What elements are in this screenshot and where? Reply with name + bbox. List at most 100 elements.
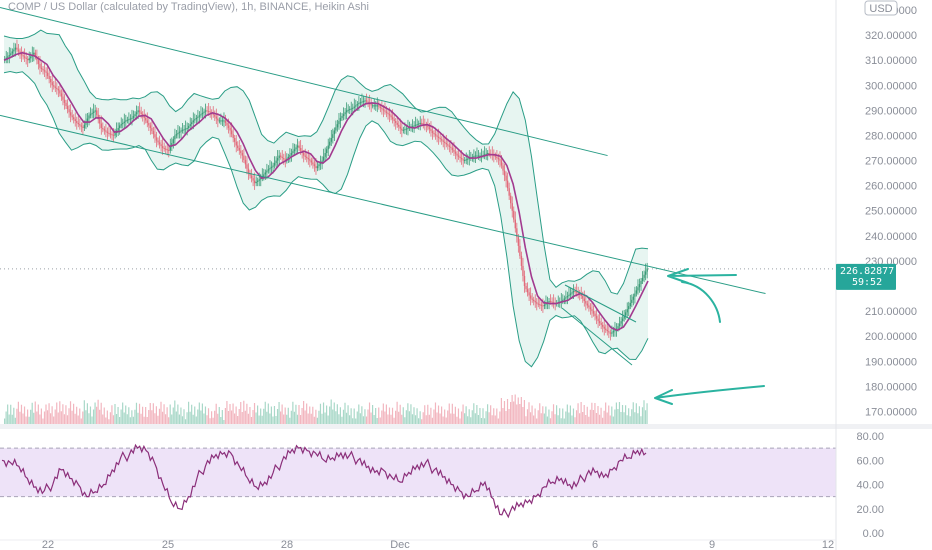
candle-body [223,120,225,122]
volume-bar [626,415,628,424]
volume-bar [59,401,61,424]
candle-body [280,155,282,157]
candle-body [203,111,205,113]
candle-body [284,159,286,161]
candle-body [82,126,84,128]
volume-bar [522,407,524,424]
volume-bar [615,402,617,424]
candle-body [88,115,90,119]
candle-body [293,149,296,152]
volume-bar [276,409,279,424]
volume-bar [201,403,203,424]
pane-separator[interactable] [0,424,932,429]
candle-body [175,134,178,136]
current-price-tag[interactable]: 226.82877 59:52 [836,263,896,290]
candle-body [283,158,285,160]
rsi-axis[interactable]: 80.00 60.00 40.00 20.00 0.00 [856,431,884,540]
candle-body [506,180,509,189]
volume-bar [73,403,75,424]
candle-body [148,122,150,126]
volume-bar [53,416,55,424]
volume-bar [36,411,38,424]
volume-bar [28,416,30,424]
volume-bar [416,408,418,424]
candle-body [447,144,449,146]
candle-body [177,132,179,135]
volume-bar [322,402,325,424]
volume-bar [215,403,217,424]
falling-wedge-upper-line[interactable] [564,284,637,323]
volume-bar [142,406,144,424]
candle-body [549,301,552,303]
candle-body [485,153,487,155]
volume-bar [203,413,205,424]
candle-body [68,109,70,113]
volume-bar [330,399,332,424]
volume-bar [257,405,259,424]
annotation-curve-icon[interactable] [681,281,721,323]
candle-body [533,299,535,302]
volume-bar [102,414,104,424]
trend-channel-lower-line[interactable] [0,114,766,295]
candle-body [529,295,532,299]
candle-body [227,125,230,128]
candle-body [381,107,383,110]
volume-bar [243,400,245,424]
candle-body [22,55,24,57]
volume-bar [388,407,391,424]
volume-bar [620,412,622,424]
volume-bar [571,415,573,424]
volume-bar [149,403,151,424]
volume-bar [503,401,506,424]
candle-body [154,134,156,138]
volume-bar [427,404,429,424]
candle-body [66,106,69,110]
rsi-pane[interactable] [0,443,836,519]
volume-bar [135,402,138,424]
volume-bar [591,402,593,424]
volume-bar [559,408,561,424]
volume-bar [79,408,81,424]
volume-bar [306,403,308,424]
candle-body [307,158,309,160]
volume-bar [230,410,233,424]
volume-bar [598,414,601,424]
volume-bar [479,408,481,424]
annotation-arrow-volume-icon[interactable] [654,385,765,405]
volume-bar [414,415,417,424]
volume-bar [119,417,121,424]
volume-bar [198,402,200,424]
candle-body [464,159,466,161]
volume-bar [493,408,495,424]
candle-body [215,116,217,119]
volume-bar [19,411,21,424]
candle-body [209,111,211,113]
volume-bar [640,416,642,424]
volume-bar [513,401,515,424]
volume-bar [22,413,24,424]
price-axis[interactable]: 330.00000320.00000310.00000300.00000290.… [865,5,917,418]
candle-body [606,329,608,332]
currency-button[interactable]: USD [864,0,898,16]
time-axis[interactable]: 22 25 28 Dec 6 9 12 [42,539,834,550]
price-tick-label: 240.00000 [865,231,917,243]
falling-wedge-lower-line[interactable] [561,307,633,366]
bollinger-lower-band [3,70,649,368]
volume-bar [315,409,317,424]
volume-bar [625,405,627,424]
trend-channel-upper-line[interactable] [0,7,608,157]
volume-bar [618,402,621,424]
candle-body [83,124,86,128]
volume-bar [206,415,208,424]
volume-bar [25,416,27,424]
volume-bar [542,406,544,424]
volume-bar [30,409,32,424]
price-pane[interactable] [0,7,836,424]
volume-bar [204,406,207,424]
candle-body [600,323,602,325]
candle-body [243,155,245,160]
volume-bar [260,408,262,424]
volume-bar [293,411,295,424]
candle-body [40,67,43,69]
